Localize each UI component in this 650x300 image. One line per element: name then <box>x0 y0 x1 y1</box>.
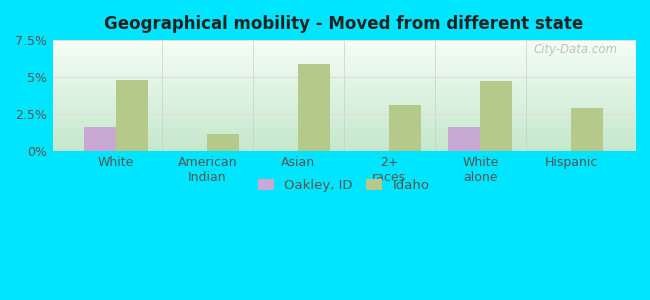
Title: Geographical mobility - Moved from different state: Geographical mobility - Moved from diffe… <box>104 15 584 33</box>
Bar <box>480 81 512 151</box>
Bar <box>207 134 239 151</box>
Bar <box>448 127 480 151</box>
Legend: Oakley, ID, Idaho: Oakley, ID, Idaho <box>253 174 435 197</box>
Bar <box>571 108 603 151</box>
Bar <box>298 64 330 151</box>
Bar <box>389 105 421 151</box>
Bar <box>116 80 148 151</box>
Bar <box>84 127 116 151</box>
Text: City-Data.com: City-Data.com <box>534 44 618 56</box>
